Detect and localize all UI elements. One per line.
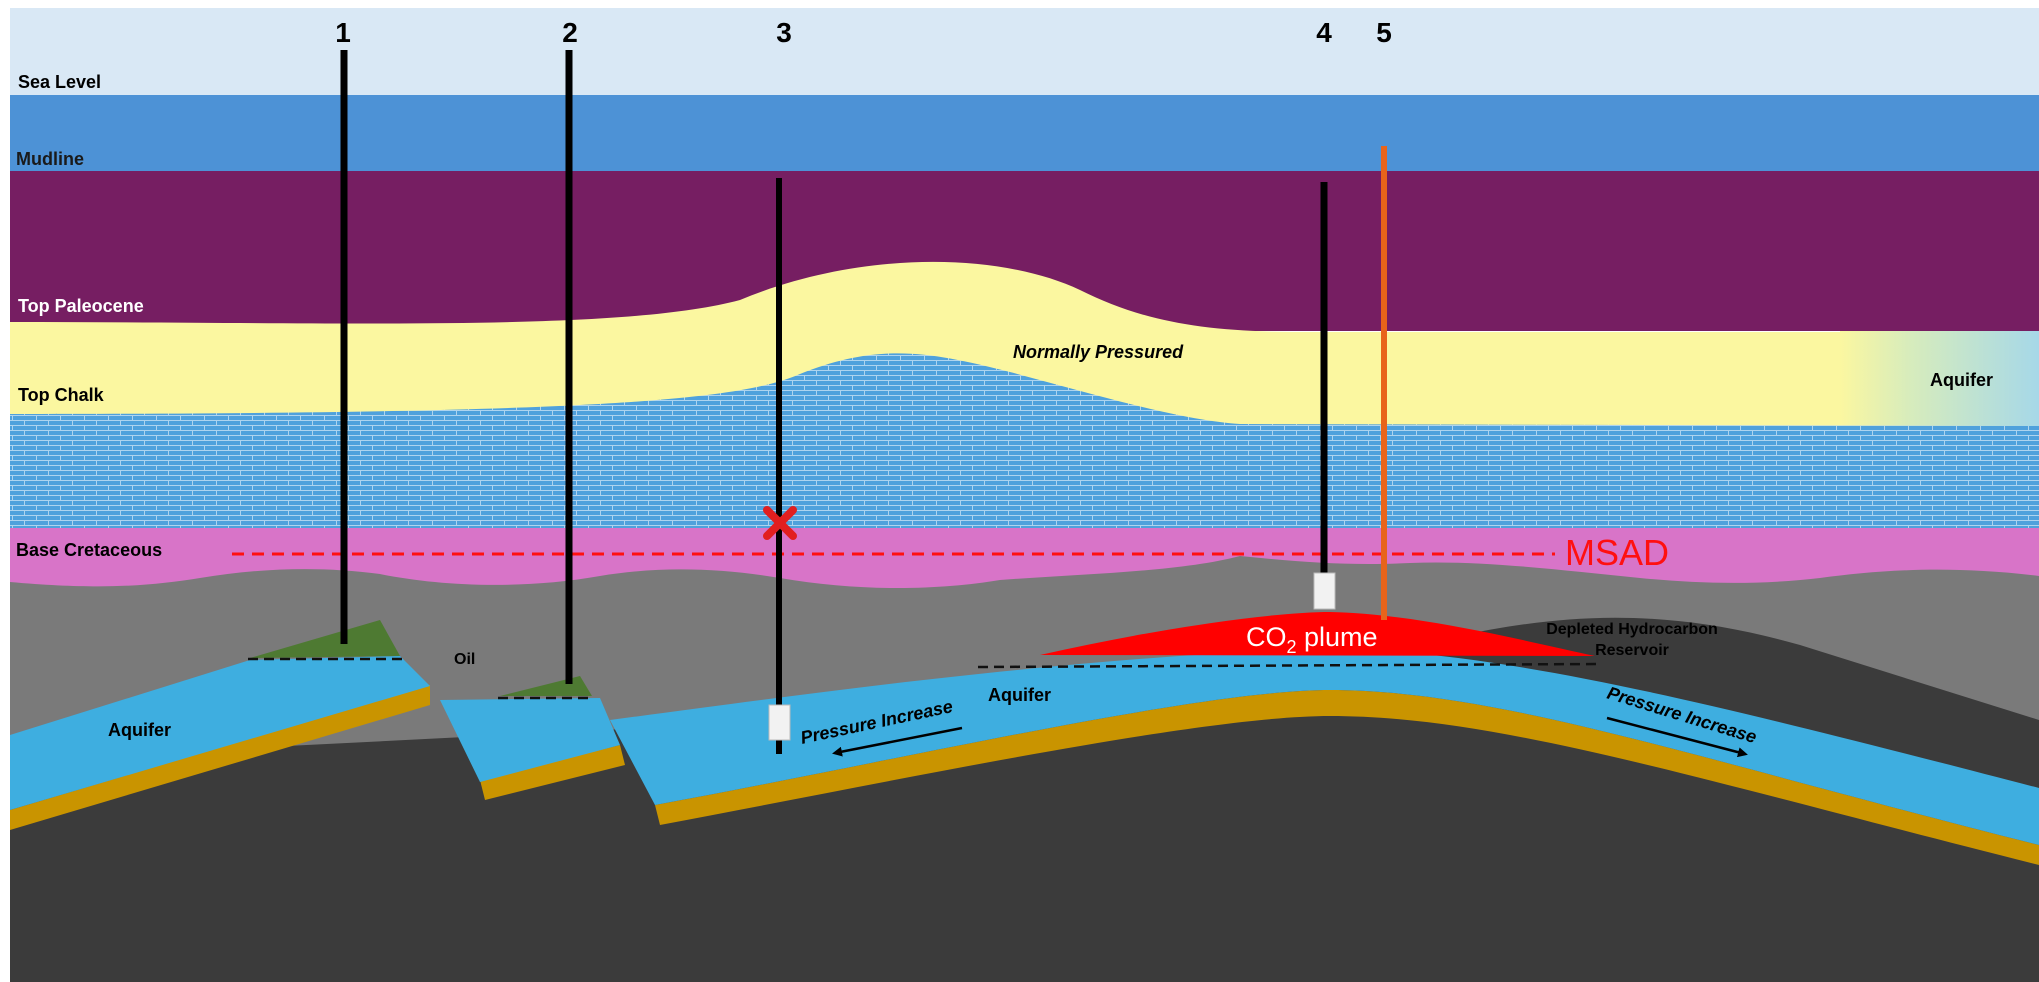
horizon-sea-level: Sea Level [18, 72, 101, 92]
pressure-arrow-right [1606, 716, 1748, 758]
horizon-base-cretaceous: Base Cretaceous [16, 540, 162, 560]
well-3-plug [768, 704, 791, 741]
horizon-top-chalk: Top Chalk [18, 385, 105, 405]
well-4-plug [1313, 572, 1336, 610]
owc-right [977, 662, 1601, 669]
depleted-reservoir-label-line2: Reservoir [1595, 642, 1669, 659]
co2-plume-label-prefix: CO [1246, 622, 1287, 652]
aquifer-block-middle [440, 698, 620, 782]
well-4-number: 4 [1316, 17, 1332, 48]
reservoir-base-sand [10, 685, 430, 830]
co2-plume-label-suffix: plume [1297, 622, 1378, 652]
well-5-number: 5 [1376, 17, 1392, 48]
chalk-brick-layer [10, 353, 2039, 530]
horizon-top-paleocene: Top Paleocene [18, 296, 144, 316]
sea-water-layer [10, 95, 2039, 172]
co2-plume-label: CO2 plume [1246, 622, 1378, 657]
well-3-number: 3 [776, 17, 792, 48]
aquifer-block-left [10, 656, 430, 810]
leak-cross-icon [763, 506, 797, 540]
aquifer-fade-zone [1840, 331, 2039, 431]
horizon-mudline: Mudline [16, 149, 84, 169]
oil-accumulation-left [250, 620, 400, 658]
aquifer-label-center: Aquifer [988, 685, 1051, 705]
upper-chalk-layer [10, 261, 2039, 430]
well-2-number: 2 [562, 17, 578, 48]
oil-label: Oil [454, 651, 475, 668]
co2-plume-label-subscript: 2 [1287, 637, 1297, 657]
aquifer-label-left: Aquifer [108, 720, 171, 740]
base-cretaceous-layer [10, 528, 2039, 588]
aquifer-label-top-right: Aquifer [1930, 370, 1993, 390]
co2-plume [1040, 612, 1595, 656]
well-1-number: 1 [335, 17, 351, 48]
pressure-arrow-left [832, 726, 963, 757]
reservoir-base-sand-b [480, 745, 625, 800]
normally-pressured-label: Normally Pressured [1013, 342, 1184, 362]
sky-band [10, 8, 2039, 96]
depleted-reservoir-label-line1: Depleted Hydrocarbon [1546, 621, 1718, 638]
msad-label: MSAD [1565, 532, 1669, 573]
aquifer-block-right [610, 648, 2039, 845]
reservoir-base-sand-c [655, 690, 2039, 865]
